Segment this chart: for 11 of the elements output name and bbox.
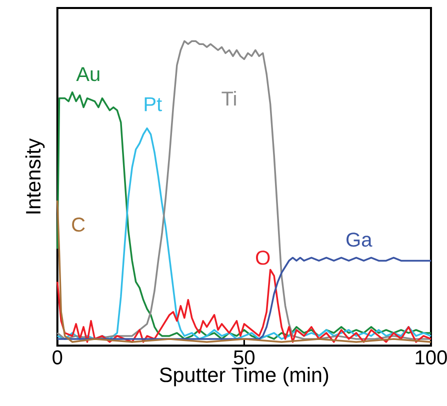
x-tick-label: 50: [234, 350, 255, 365]
x-tick-label: 100: [416, 350, 447, 365]
series-label: Pt: [144, 98, 162, 112]
y-axis-title: Intensity: [25, 138, 45, 214]
x-axis-title: Sputter Time (min): [160, 367, 328, 386]
series-label: Ti: [222, 91, 236, 106]
series-label: Au: [76, 67, 100, 82]
series-label: C: [72, 218, 85, 232]
series-label: Ga: [346, 232, 372, 247]
series-label: O: [256, 250, 270, 265]
x-tick-label: 0: [52, 350, 62, 365]
